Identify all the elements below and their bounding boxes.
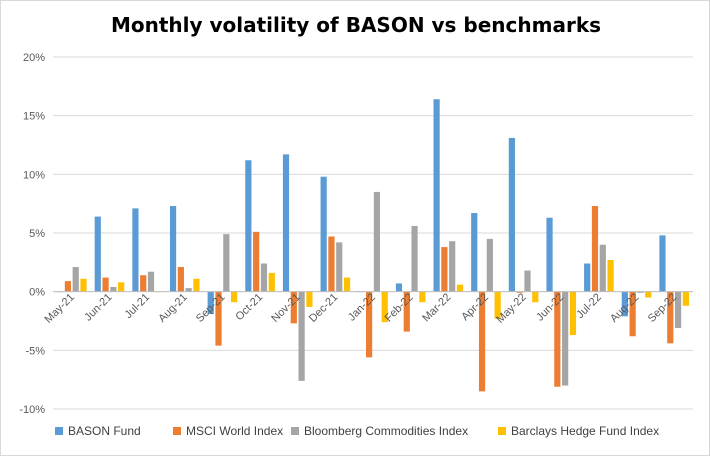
bar — [532, 291, 539, 303]
bar — [395, 283, 403, 292]
y-tick-label: 0% — [29, 287, 45, 299]
bar — [343, 277, 351, 292]
legend-swatch — [291, 427, 299, 435]
bar — [546, 217, 553, 292]
y-tick-label: 20% — [23, 52, 45, 64]
y-tick-label: 15% — [23, 111, 45, 123]
bar — [607, 259, 614, 292]
bar — [94, 216, 101, 292]
bar — [177, 267, 184, 292]
legend-swatch — [498, 427, 506, 435]
bar — [290, 291, 297, 324]
bar — [298, 291, 305, 381]
bar — [373, 191, 380, 292]
bar — [366, 291, 373, 358]
bar — [449, 241, 456, 292]
y-tick-label: 10% — [23, 169, 45, 181]
bar — [147, 271, 155, 292]
x-tick-label: Nov-21 — [269, 291, 303, 325]
bar — [118, 282, 125, 292]
bar — [306, 291, 313, 307]
bar — [554, 291, 561, 387]
bar — [185, 288, 192, 292]
x-tick-label: Jul-22 — [574, 291, 604, 321]
bar — [72, 267, 79, 292]
legend-label: MSCI World Index — [186, 424, 283, 438]
bar — [629, 291, 636, 337]
bar — [193, 278, 200, 292]
bar — [215, 291, 222, 346]
bar — [253, 231, 260, 292]
bar — [494, 291, 501, 319]
bar — [562, 291, 569, 386]
bar — [591, 206, 599, 292]
bar — [132, 208, 139, 292]
bar — [682, 291, 689, 306]
x-tick-label: Apr-22 — [459, 291, 491, 323]
x-tick-label: Jun-21 — [82, 291, 114, 323]
bar — [207, 291, 214, 314]
bar — [516, 291, 523, 293]
bar — [486, 238, 493, 292]
bar — [599, 244, 606, 292]
x-tick-label: Aug-21 — [156, 291, 190, 325]
x-tick-label: May-21 — [43, 291, 77, 325]
bar — [110, 286, 117, 292]
bar — [411, 225, 418, 292]
bar — [659, 235, 666, 292]
bar — [245, 160, 252, 292]
bar — [140, 275, 147, 292]
bar — [456, 284, 464, 292]
bar — [584, 263, 591, 292]
bar — [419, 291, 426, 303]
bar — [667, 291, 674, 344]
bar — [441, 247, 448, 292]
x-tick-label: Jul-21 — [123, 291, 153, 321]
bar — [231, 291, 238, 303]
y-tick-label: -5% — [25, 345, 45, 357]
bar — [433, 99, 440, 292]
bar — [80, 278, 87, 292]
bar — [381, 291, 388, 323]
bar — [621, 291, 628, 317]
legend-label: BASON Fund — [68, 424, 141, 438]
y-tick-label: -10% — [19, 404, 45, 416]
bar — [260, 263, 268, 292]
x-tick-label: Jun-22 — [534, 291, 566, 323]
bar — [223, 234, 230, 292]
legend-label: Barclays Hedge Fund Index — [511, 424, 659, 438]
bars — [57, 99, 689, 392]
bar — [102, 277, 109, 292]
bar — [320, 176, 327, 292]
bar — [169, 206, 177, 292]
bar — [645, 291, 652, 298]
bar — [478, 291, 486, 392]
y-tick-label: 5% — [29, 228, 45, 240]
bar — [524, 270, 531, 292]
bar — [471, 213, 478, 292]
chart-title: Monthly volatility of BASON vs benchmark… — [110, 13, 602, 37]
legend: BASON Fund MSCI World Index Bloomberg Comm… — [55, 424, 659, 438]
x-tick-label: Oct-21 — [233, 291, 265, 323]
bar — [569, 291, 577, 336]
bar — [328, 236, 335, 292]
bar — [674, 291, 682, 329]
bar — [508, 137, 515, 292]
bar — [403, 291, 410, 332]
bar — [637, 291, 644, 293]
bar — [268, 272, 275, 292]
legend-label: Bloomberg Commodities Index — [304, 424, 468, 438]
bar — [282, 154, 290, 292]
legend-swatch — [173, 427, 181, 435]
x-tick-label: Jan-22 — [346, 291, 378, 323]
bar — [336, 242, 343, 292]
bar — [64, 281, 72, 292]
legend-swatch — [55, 427, 63, 435]
